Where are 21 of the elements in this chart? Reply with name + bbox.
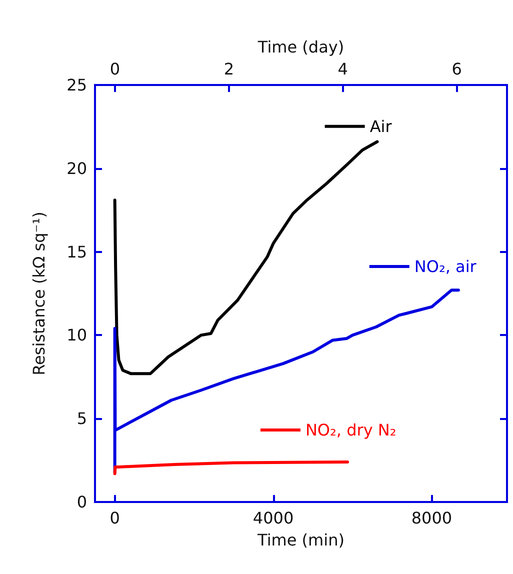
- x2-axis-title: Time (day): [256, 38, 344, 56]
- legend-label: NO₂, air: [414, 256, 477, 276]
- x-axis-title: Time (min): [256, 530, 344, 550]
- legend-label: Air: [370, 116, 392, 136]
- y-axis-title: Resistance (kΩ sq⁻¹): [30, 212, 48, 376]
- x2-tick-label: 6: [452, 60, 462, 78]
- x2-tick-label: 4: [338, 60, 348, 78]
- x-tick-label: 8000: [411, 508, 452, 528]
- legend-label: NO₂, dry N₂: [305, 420, 396, 440]
- line-series: [113, 140, 379, 376]
- y-tick-label: 15: [66, 242, 87, 262]
- y-tick-label: 10: [66, 326, 87, 345]
- y-tick-label: 0: [76, 492, 87, 512]
- x2-tick-label: 0: [110, 60, 120, 78]
- x-tick-label: 4000: [252, 508, 294, 528]
- line-series: [113, 460, 350, 476]
- y-tick-label: 5: [76, 409, 87, 428]
- x-tick-label: 0: [110, 508, 120, 528]
- y-tick-label: 20: [66, 158, 87, 178]
- y-tick-label: 25: [66, 76, 87, 94]
- x2-tick-label: 2: [224, 60, 234, 78]
